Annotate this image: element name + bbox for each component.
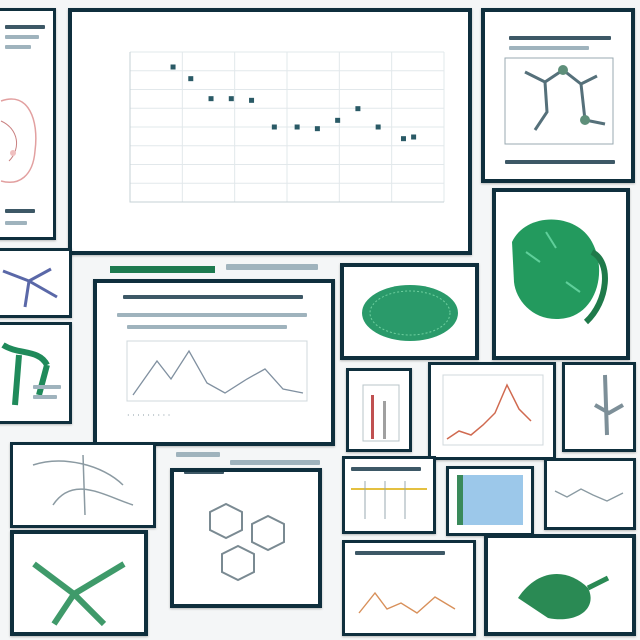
chart-axes	[129, 52, 444, 203]
line-plot-icon: · · · · · · · · ·	[126, 340, 308, 420]
scatter-point	[294, 124, 300, 130]
scatter-point	[249, 97, 255, 103]
grey-line-plot-icon	[554, 488, 624, 502]
plot-area	[129, 51, 445, 203]
vein-sketch-panel-1	[0, 248, 72, 318]
neuron-sketch-icon	[32, 454, 134, 516]
scatter-point	[411, 134, 417, 140]
scatter-point	[400, 136, 406, 142]
orange-line-panel	[342, 540, 476, 636]
hexagon-chain-icon	[209, 502, 285, 582]
green-plant-icon	[518, 574, 610, 620]
stomach-organ-icon	[512, 219, 608, 325]
scatter-point	[271, 124, 277, 130]
vein-network-icon	[2, 267, 58, 308]
heart-sketch-panel	[0, 8, 56, 240]
scatter-chart	[129, 51, 445, 203]
molecule-sketch-icon	[504, 57, 614, 145]
scatter-point	[208, 96, 214, 102]
vessel-icon	[594, 374, 624, 436]
blue-photo-icon	[457, 475, 523, 525]
green-branch-icon	[1, 342, 50, 406]
scatter-point	[355, 106, 361, 112]
neural-sketch-panel	[10, 442, 156, 528]
red-line-chart-panel	[428, 362, 556, 460]
main-scatter-chart-panel	[68, 8, 472, 255]
vein-sketch-panel-2	[0, 322, 72, 424]
scatter-point	[314, 126, 320, 132]
green-banner-strip	[110, 266, 215, 273]
green-leaf-panel	[10, 530, 148, 636]
table-grid-icon	[351, 481, 427, 519]
green-tissue-icon	[362, 285, 458, 341]
green-mass-panel	[340, 263, 479, 360]
scatter-point	[335, 117, 341, 123]
line-chart-panel: · · · · · · · · ·	[93, 279, 335, 446]
table-sketch-panel	[342, 456, 436, 534]
molecular-diagram-panel	[481, 8, 635, 183]
scatter-point	[188, 76, 194, 82]
scatter-point	[228, 96, 234, 102]
blue-image-panel	[446, 466, 534, 536]
green-leaf-icon	[32, 561, 126, 627]
vessel-sketch-panel	[562, 362, 636, 452]
green-plant-panel	[484, 534, 636, 636]
scatter-point	[375, 124, 381, 130]
grey-line-panel	[544, 458, 636, 530]
vertical-bars-icon	[362, 384, 400, 442]
red-line-plot-icon	[442, 374, 544, 446]
stomach-panel	[492, 188, 630, 360]
orange-line-plot-icon	[358, 591, 456, 614]
svg-text:· · · · · · · · ·: · · · · · · · · ·	[127, 411, 170, 420]
hexagon-molecule-panel	[170, 468, 322, 608]
scatter-point	[170, 64, 176, 70]
heart-outline-icon	[0, 98, 37, 183]
small-bar-diagram-panel	[346, 368, 412, 452]
